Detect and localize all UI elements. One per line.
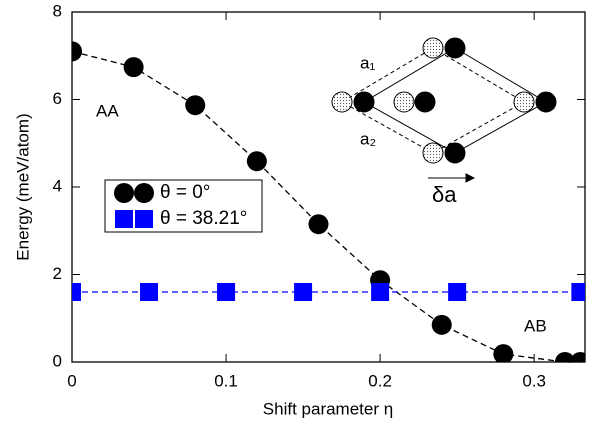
legend-swatch [134,183,154,203]
inset-diagram [331,37,557,183]
marker [308,214,329,235]
legend-swatch [114,183,134,203]
legend-swatch [135,210,153,228]
marker [217,283,236,301]
marker [493,344,514,362]
y-tick-label: 2 [53,264,62,283]
legend-swatch [115,210,133,228]
annotation: AB [524,316,547,335]
x-tick-label: 0.1 [214,371,238,390]
marker [371,283,390,301]
marker [570,352,585,362]
legend-label: θ = 38.21° [160,208,247,229]
y-tick-label: 8 [53,1,62,20]
annotation: AA [96,101,119,120]
y-axis-label: Energy (meV/atom) [13,113,32,260]
annotation: a₂ [360,129,376,148]
y-tick-label: 6 [53,89,62,108]
x-tick-label: 0 [67,371,76,390]
annotation: a₁ [360,53,375,72]
x-tick-label: 0.2 [368,371,392,390]
y-tick-label: 0 [53,351,62,370]
marker [246,151,267,172]
marker [571,283,585,301]
marker [140,283,159,301]
x-tick-label: 0.3 [522,371,546,390]
marker [72,283,81,301]
marker [448,283,467,301]
annotation: δa [432,182,457,207]
marker [431,314,452,335]
y-tick-label: 4 [53,176,62,195]
marker [294,283,313,301]
legend-label: θ = 0° [160,182,210,203]
marker [72,41,82,62]
marker [185,95,206,116]
marker [554,352,575,362]
x-axis-label: Shift parameter η [263,399,393,418]
marker [123,57,144,78]
